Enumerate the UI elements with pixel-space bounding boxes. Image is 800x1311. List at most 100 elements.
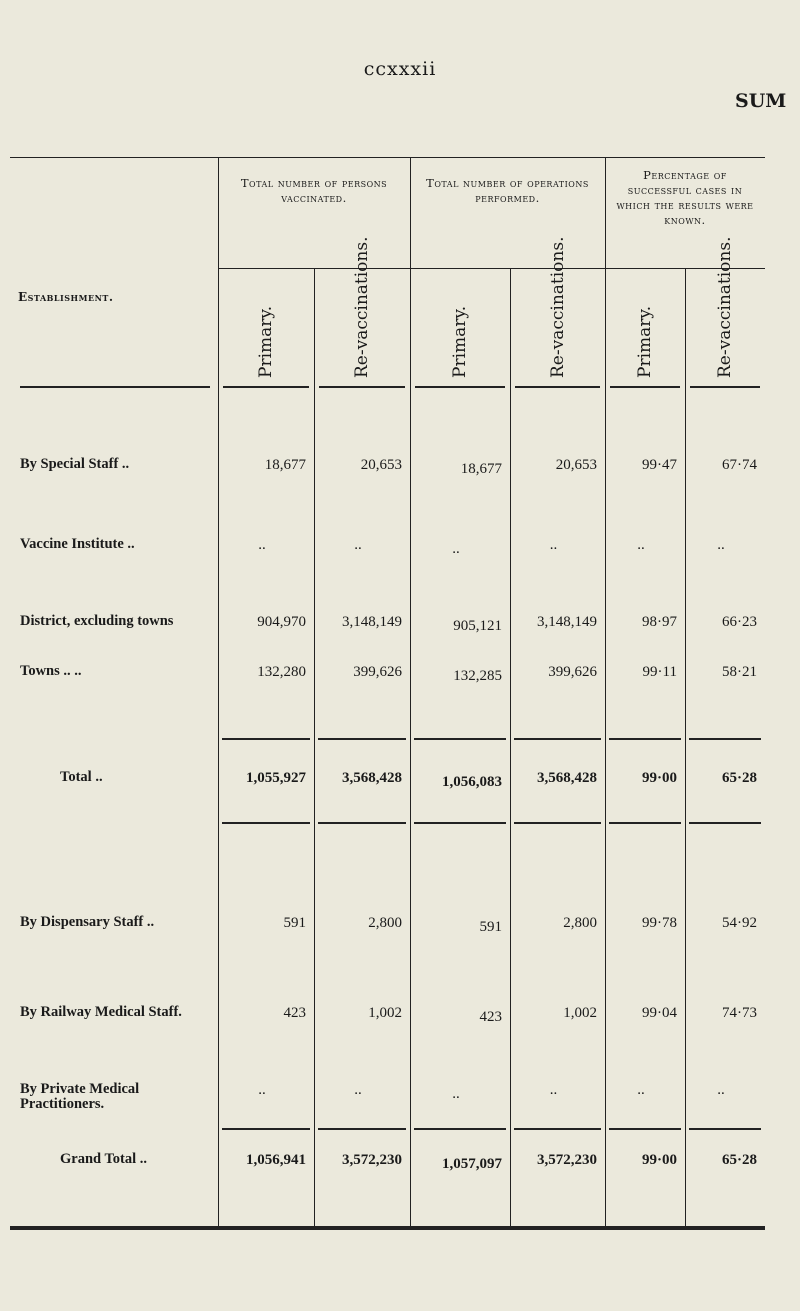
subheader-rule <box>690 386 760 388</box>
total-rule <box>514 738 601 740</box>
table-cell: .. <box>637 1082 645 1098</box>
table-cell: 74·73 <box>722 1005 757 1021</box>
table-cell: 54·92 <box>722 915 757 931</box>
table-cell: .. <box>452 541 460 557</box>
column-header: Primary. <box>256 305 276 378</box>
page-number: ccxxxii <box>363 58 437 80</box>
table-cell: 3,568,428 <box>342 770 402 786</box>
subheader-rule <box>223 386 309 388</box>
table-cell: 1,056,941 <box>246 1152 306 1168</box>
column-header: Re-vaccinations. <box>715 236 735 379</box>
table-cell: 99·04 <box>642 1005 677 1021</box>
subheader-rule <box>515 386 600 388</box>
total-rule <box>689 822 761 824</box>
table-cell: 65·28 <box>721 770 757 786</box>
group-header: Total number of operations performed. <box>426 176 589 205</box>
table-cell: 132,280 <box>257 664 306 680</box>
table-bottom-rule <box>10 1226 765 1230</box>
total-rule <box>514 822 601 824</box>
total-rule <box>318 1128 406 1130</box>
table-cell: 67·74 <box>722 457 757 473</box>
table-cell: 18,677 <box>264 457 306 473</box>
column-header: Primary. <box>635 305 655 378</box>
total-rule <box>318 738 406 740</box>
column-rule <box>314 268 315 1226</box>
table-cell: 3,568,428 <box>537 770 597 786</box>
total-rule <box>318 822 406 824</box>
table-cell: 20,653 <box>360 457 402 473</box>
table-cell: 99·11 <box>642 664 677 680</box>
table-cell: 905,121 <box>453 618 502 634</box>
total-rule <box>609 738 681 740</box>
row-label: Total .. <box>60 769 103 785</box>
group-header-rule <box>218 268 765 269</box>
table-cell: 3,572,230 <box>537 1152 597 1168</box>
table-cell: 3,148,149 <box>537 614 597 630</box>
table-cell: 423 <box>283 1005 307 1021</box>
table-cell: 1,002 <box>368 1005 402 1021</box>
total-rule <box>414 738 506 740</box>
row-label: Vaccine Institute .. <box>20 536 135 552</box>
table-cell: 591 <box>283 915 307 931</box>
table-cell: 18,677 <box>460 461 502 477</box>
table-cell: 20,653 <box>555 457 597 473</box>
row-label: By Private Medical Practitioners. <box>20 1081 140 1112</box>
table-cell: .. <box>258 537 266 553</box>
row-label: Towns .. .. <box>20 663 82 679</box>
group-header: Percentage of successful cases in which … <box>616 168 754 227</box>
column-rule <box>605 158 606 1226</box>
group-header: Total number of persons vaccinated. <box>240 176 388 205</box>
subheader-rule <box>610 386 680 388</box>
total-rule <box>414 822 506 824</box>
total-rule <box>689 738 761 740</box>
table-cell: 132,285 <box>453 668 502 684</box>
row-header: Establishment. <box>18 290 114 304</box>
total-rule <box>222 822 310 824</box>
table-cell: .. <box>258 1082 266 1098</box>
table-cell: 1,056,083 <box>442 774 502 790</box>
row-label: By Railway Medical Staff. <box>20 1004 182 1020</box>
row-label: District, excluding towns <box>20 613 174 629</box>
table-cell: 1,002 <box>563 1005 597 1021</box>
subheader-rule <box>319 386 405 388</box>
table-cell: 2,800 <box>368 915 402 931</box>
table-cell: 591 <box>479 919 503 935</box>
total-rule <box>514 1128 601 1130</box>
subheader-rule <box>415 386 505 388</box>
table-top-rule <box>10 157 765 158</box>
table-cell: 66·23 <box>722 614 757 630</box>
row-label: By Dispensary Staff .. <box>20 914 155 930</box>
table-cell: 423 <box>479 1009 503 1025</box>
total-rule <box>222 738 310 740</box>
table-cell: .. <box>354 537 362 553</box>
table-cell: .. <box>452 1086 460 1102</box>
row-label: By Special Staff .. <box>20 456 130 472</box>
column-rule <box>218 158 219 1226</box>
subheader-rule <box>20 386 210 388</box>
table-cell: .. <box>549 1082 558 1098</box>
table-cell: .. <box>354 1082 362 1098</box>
table-cell: 99·00 <box>641 1152 677 1168</box>
column-rule <box>685 268 686 1226</box>
column-rule <box>410 158 411 1226</box>
total-rule <box>689 1128 761 1130</box>
table-cell: 99·47 <box>642 457 677 473</box>
table-cell: .. <box>717 537 725 553</box>
table-cell: 904,970 <box>257 614 306 630</box>
column-header: Primary. <box>450 305 470 378</box>
table-cell: 2,800 <box>563 915 597 931</box>
table-cell: 3,572,230 <box>342 1152 402 1168</box>
table-cell: 3,148,149 <box>342 614 402 630</box>
column-rule <box>510 268 511 1226</box>
total-rule <box>609 1128 681 1130</box>
table-cell: .. <box>717 1082 725 1098</box>
table-cell: .. <box>549 537 558 553</box>
table-cell: 1,055,927 <box>246 770 306 786</box>
total-rule <box>222 1128 310 1130</box>
table-cell: 399,626 <box>548 664 597 680</box>
running-head: SUM <box>735 90 787 112</box>
table-cell: 98·97 <box>642 614 677 630</box>
row-label: Grand Total .. <box>60 1151 148 1167</box>
table-cell: 65·28 <box>721 1152 757 1168</box>
table-cell: 1,057,097 <box>442 1156 502 1172</box>
